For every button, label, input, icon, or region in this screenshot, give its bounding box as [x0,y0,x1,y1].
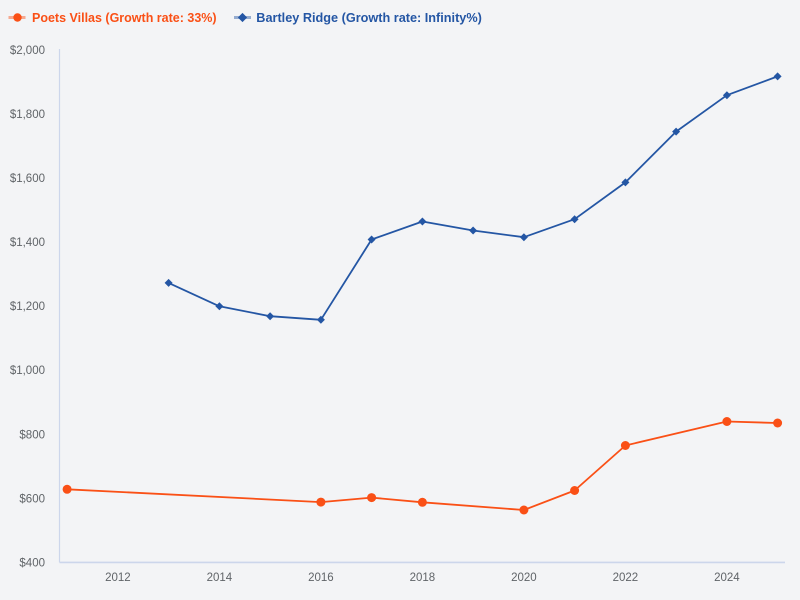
svg-text:$1,000: $1,000 [10,365,45,377]
svg-text:2024: 2024 [714,572,740,584]
svg-text:$2,000: $2,000 [10,45,45,57]
svg-text:$400: $400 [19,557,45,569]
svg-text:Bartley Ridge (Growth rate: In: Bartley Ridge (Growth rate: Infinity%) [256,11,482,25]
svg-text:$1,800: $1,800 [10,109,45,121]
svg-text:2022: 2022 [613,572,639,584]
svg-text:2014: 2014 [207,572,233,584]
svg-text:2020: 2020 [511,572,537,584]
svg-text:2018: 2018 [410,572,436,584]
svg-text:2016: 2016 [308,572,334,584]
svg-text:$600: $600 [19,493,45,505]
svg-text:Poets Villas (Growth rate: 33%: Poets Villas (Growth rate: 33%) [32,11,217,25]
svg-text:$1,200: $1,200 [10,301,45,313]
svg-text:$800: $800 [19,429,45,441]
svg-text:$1,600: $1,600 [10,173,45,185]
svg-text:2012: 2012 [105,572,131,584]
svg-text:$1,400: $1,400 [10,237,45,249]
